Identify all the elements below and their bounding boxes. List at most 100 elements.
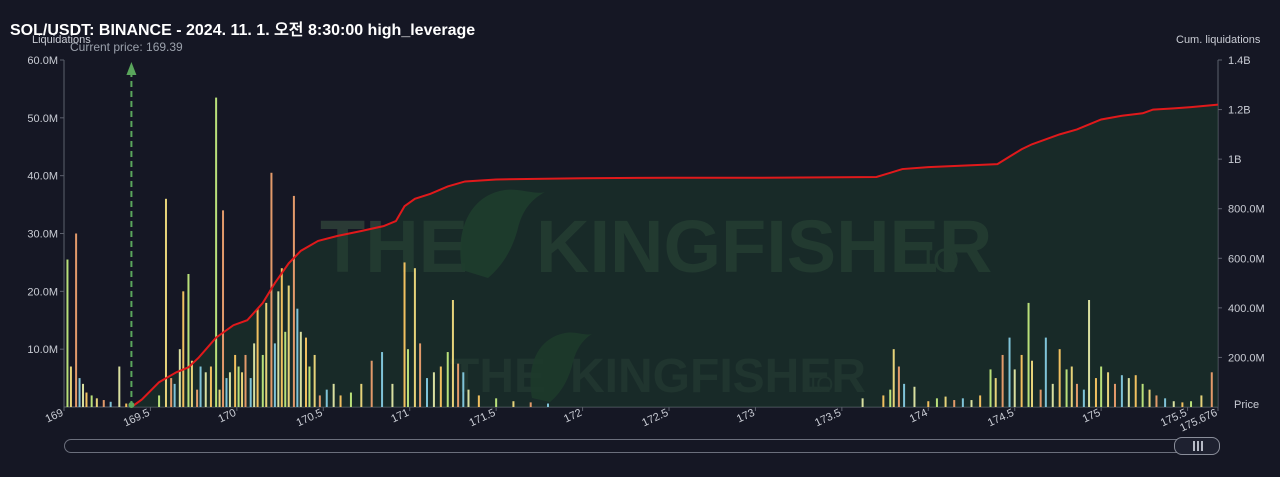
liquidation-bar: [182, 291, 185, 407]
x-tick-label: 174: [908, 407, 930, 426]
liquidation-bar: [1008, 337, 1011, 407]
liquidation-bar: [190, 360, 193, 407]
current-price-arrow-icon: [126, 62, 137, 75]
liquidation-bar: [339, 395, 342, 407]
liquidation-bar: [1141, 383, 1144, 407]
right-tick-label: 200.0M: [1228, 352, 1265, 364]
liquidation-bar: [1031, 360, 1034, 407]
liquidation-bar: [927, 401, 930, 407]
liquidation-bar: [265, 302, 268, 407]
liquidation-bar: [1039, 389, 1042, 407]
liquidation-bar: [1044, 337, 1047, 407]
liquidation-bar: [944, 396, 947, 407]
liquidation-bar: [1210, 372, 1213, 407]
left-tick-label: 30.0M: [27, 229, 58, 241]
liquidation-bar: [349, 392, 352, 407]
x-tick-label: 171: [389, 407, 411, 426]
liquidation-bar: [529, 402, 532, 407]
liquidation-bar: [164, 198, 167, 407]
liquidation-bar: [241, 372, 244, 407]
liquidation-bar: [892, 349, 895, 407]
liquidation-bar: [109, 401, 112, 407]
liquidation-bar: [69, 366, 72, 407]
right-axis-title: Cum. liquidations: [1176, 34, 1261, 46]
liquidation-bar: [477, 395, 480, 407]
right-tick-label: 1B: [1228, 154, 1241, 166]
liquidation-bar: [296, 308, 299, 407]
x-tick-label: 170: [216, 407, 238, 426]
grip-line: [1201, 441, 1203, 451]
liquidation-bar: [299, 331, 302, 407]
right-tick-label: 1.2B: [1228, 105, 1251, 117]
liquidation-bar: [244, 354, 247, 407]
liquidation-bar: [187, 273, 190, 407]
liquidation-bar: [313, 354, 316, 407]
chart-title: SOL/USDT: BINANCE - 2024. 11. 1. 오전 8:30…: [10, 22, 476, 39]
right-tick-label: 1.4B: [1228, 55, 1251, 67]
x-axis-title: Price: [1234, 399, 1260, 411]
liquidation-bar: [462, 372, 465, 407]
liquidation-bar: [253, 343, 256, 407]
liquidation-bar: [1070, 366, 1073, 407]
liquidation-bar: [225, 378, 228, 407]
liquidation-bar: [287, 285, 290, 407]
liquidation-bar: [1148, 389, 1151, 407]
liquidation-bar: [406, 349, 409, 407]
liquidation-bar: [196, 389, 199, 407]
liquidation-bar: [85, 392, 88, 407]
liquidation-bar: [370, 360, 373, 407]
liquidation-bar: [457, 363, 460, 407]
liquidation-bar: [249, 378, 252, 407]
liquidation-bar: [222, 210, 225, 407]
x-tick-label: 174.5: [986, 407, 1016, 430]
liquidation-bar: [1113, 383, 1116, 407]
liquidation-bar: [432, 372, 435, 407]
liquidation-bar: [547, 403, 550, 407]
right-tick-label: 800.0M: [1228, 204, 1265, 216]
liquidation-bar: [1164, 398, 1167, 407]
liquidation-bar: [512, 401, 515, 407]
left-tick-label: 10.0M: [27, 344, 58, 356]
liquidation-bar: [1013, 369, 1016, 407]
liquidation-bar: [1020, 354, 1023, 407]
grip-line: [1193, 441, 1195, 451]
liquidation-bar: [446, 352, 449, 407]
liquidation-bar: [1107, 372, 1110, 407]
liquidation-bar: [199, 366, 202, 407]
right-tick-label: 600.0M: [1228, 253, 1265, 265]
liquidation-bar: [413, 268, 416, 407]
liquidation-bar: [1172, 401, 1175, 407]
liquidation-bar: [989, 369, 992, 407]
liquidation-bar: [439, 366, 442, 407]
liquidation-bar: [495, 398, 498, 407]
range-scroll-handle[interactable]: [1174, 437, 1220, 455]
liquidation-bar: [467, 389, 470, 407]
liquidation-bar: [360, 383, 363, 407]
liquidation-bar: [1088, 300, 1091, 407]
liquidation-bar: [204, 372, 207, 407]
range-scrollbar[interactable]: [64, 439, 1220, 453]
liquidation-bar: [170, 378, 173, 407]
left-tick-label: 60.0M: [27, 55, 58, 67]
liquidation-bar: [903, 383, 906, 407]
liquidation-bar: [228, 372, 231, 407]
liquidation-bar: [970, 400, 973, 407]
liquidation-bar: [305, 337, 308, 407]
liquidation-bar: [82, 383, 85, 407]
liquidation-bar: [292, 195, 295, 407]
liquidation-bar: [234, 354, 237, 407]
liquidation-bar: [118, 366, 121, 407]
liquidation-bar: [979, 395, 982, 407]
x-tick-label: 175: [1081, 407, 1103, 426]
liquidation-bar: [1051, 383, 1054, 407]
liquidation-bar: [935, 398, 938, 407]
liquidation-bar: [1155, 395, 1158, 407]
x-tick-label: 173: [735, 407, 757, 426]
liquidation-bar: [273, 343, 276, 407]
liquidation-bar: [218, 389, 221, 407]
liquidation-bar: [95, 398, 98, 407]
liquidation-bar: [451, 300, 454, 407]
liquidation-bar: [403, 262, 406, 407]
right-tick-label: 400.0M: [1228, 303, 1265, 315]
cumulative-area: [131, 104, 1218, 407]
